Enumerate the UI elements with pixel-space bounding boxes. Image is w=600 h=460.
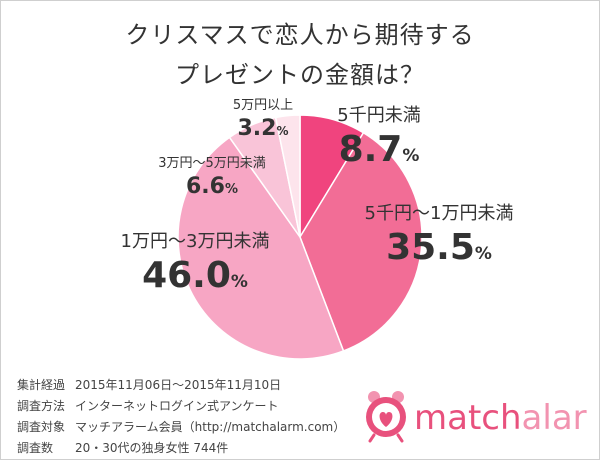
note-row-count: 調査数 20・30代の独身女性 744件 bbox=[17, 438, 345, 459]
note-row-period: 集計経過 2015年11月06日〜2015年11月10日 bbox=[17, 375, 345, 396]
note-key: 調査数 bbox=[17, 441, 54, 455]
slice-value-3: 46.0% bbox=[142, 255, 248, 296]
slice-label-5: 5万円以上 bbox=[233, 98, 293, 113]
slice-label-3: 1万円〜3万円未満 bbox=[121, 231, 270, 252]
pie-slice-2 bbox=[299, 131, 423, 352]
chart-title-line-1: クリスマスで恋人から期待する bbox=[125, 21, 475, 49]
slice-value-5: 3.2% bbox=[237, 116, 288, 141]
logo-wordmark: matchalarm bbox=[414, 398, 588, 438]
slice-value-1: 8.7% bbox=[339, 129, 420, 170]
note-value: 2015年11月06日〜2015年11月10日 bbox=[75, 378, 282, 392]
note-key: 調査対象 bbox=[17, 420, 66, 434]
pie-chart: 5千円未満 8.7% 5千円〜1万円未満 35.5% 1万円〜3万円未満 46.0% 3万円… bbox=[121, 98, 514, 360]
note-value: マッチアラーム会員（http://matchalarm.com） bbox=[75, 420, 346, 434]
slice-value-4: 6.6% bbox=[186, 174, 238, 199]
slice-label-2: 5千円〜1万円未満 bbox=[365, 203, 514, 224]
slice-label-4: 3万円〜5万円未満 bbox=[158, 156, 266, 171]
note-value: インターネットログイン式アンケート bbox=[75, 399, 279, 413]
note-row-target: 調査対象 マッチアラーム会員（http://matchalarm.com） bbox=[17, 417, 345, 438]
survey-notes: 集計経過 2015年11月06日〜2015年11月10日 調査方法 インターネッ… bbox=[17, 375, 345, 459]
note-key: 調査方法 bbox=[17, 399, 66, 413]
matchalarm-logo: matchalarm bbox=[366, 391, 588, 443]
slice-label-1: 5千円未満 bbox=[337, 105, 420, 126]
pie-slice-3 bbox=[177, 136, 345, 360]
note-value: 20・30代の独身女性 744件 bbox=[75, 441, 229, 455]
note-row-method: 調査方法 インターネットログイン式アンケート bbox=[17, 396, 345, 417]
logo-text-match: match bbox=[414, 398, 522, 438]
pie-slice-5 bbox=[274, 114, 301, 238]
alarm-clock-icon bbox=[366, 391, 406, 443]
logo-text-alarm: alarm bbox=[522, 398, 588, 438]
note-key: 集計経過 bbox=[17, 378, 66, 392]
slice-value-2: 35.5% bbox=[386, 227, 492, 268]
chart-title-line-2: プレゼントの金額は？ bbox=[175, 61, 425, 89]
